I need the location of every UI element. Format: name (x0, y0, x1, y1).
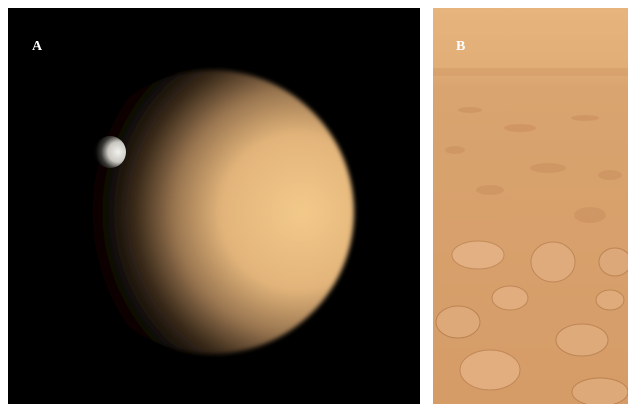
panel-label: A (32, 39, 43, 54)
small-moon (94, 136, 126, 168)
panel-b: B (433, 8, 628, 404)
rocks (435, 240, 628, 404)
planet-crescent (70, 70, 354, 354)
horizon (433, 68, 628, 76)
panel-label: B (456, 39, 465, 54)
pebbles (445, 107, 622, 223)
panel-a: A (8, 8, 420, 404)
